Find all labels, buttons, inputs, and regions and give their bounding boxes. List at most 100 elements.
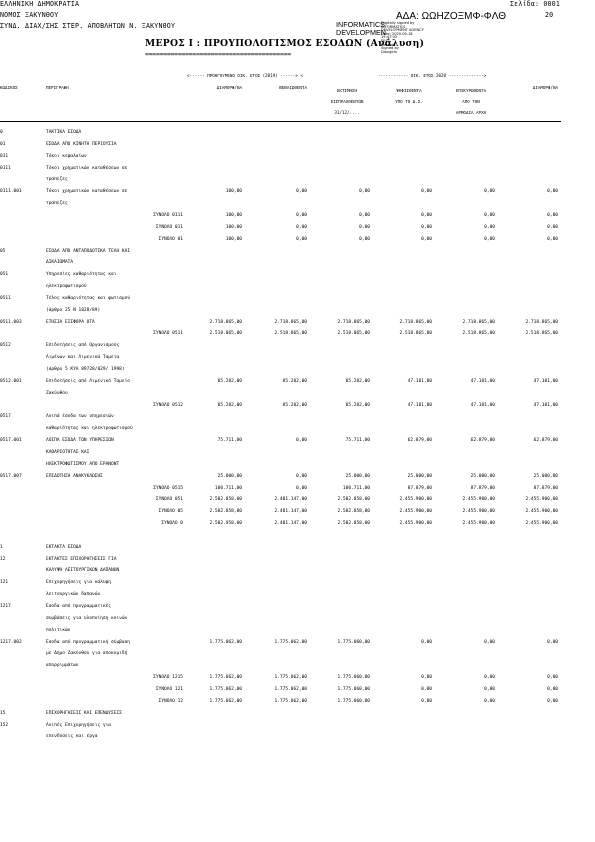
amount-cell: 0,00 — [421, 212, 432, 218]
amount-cell: 85.282,00 — [282, 402, 307, 408]
amount-cell: 47.181,00 — [407, 378, 432, 384]
amount-cell: 2.518.865,00 — [525, 331, 558, 337]
account-code: 01 — [0, 141, 6, 147]
amount-cell: 2.455.900,00 — [462, 521, 495, 527]
amount-cell: 100,00 — [225, 236, 242, 242]
total-label: ΣΥΝΟΛΟ 0 — [161, 521, 183, 527]
amount-cell: 2.718.865,00 — [462, 319, 495, 325]
account-description: συμβάσεις για υλοποίηση κοινών — [46, 615, 128, 621]
account-code: 121 — [0, 580, 9, 586]
stamp-line: INFORMATICS — [381, 24, 406, 29]
column-header-line: ΑΡΜΟΔΙΑ ΑΡΧΗ — [455, 110, 487, 115]
account-code: 0512.001 — [0, 378, 22, 384]
account-code: 0517.007 — [0, 473, 22, 479]
amount-cell: 0,00 — [484, 698, 495, 704]
amount-cell: 85.282,00 — [217, 378, 242, 384]
amount-cell: 0,00 — [547, 686, 558, 692]
amount-cell: 2.455.900,00 — [462, 497, 495, 503]
table-row: επενδύσεις και έργα — [0, 734, 595, 744]
amount-cell: 25.000,00 — [533, 473, 558, 479]
amount-cell: 0,00 — [296, 212, 307, 218]
amount-cell: 0,00 — [296, 473, 307, 479]
column-group-current-year: ------------ ΟΙΚ. ΕΤΟΣ 2020 ------------… — [378, 73, 487, 78]
amount-cell: 2.502.858,00 — [337, 497, 370, 503]
amount-cell: 85.282,00 — [282, 378, 307, 384]
table-row: 01 ΕΣΟΔΑ ΑΠΟ ΚΙΝΗΤΗ ΠΕΡΙΟΥΣΙΑ — [0, 142, 595, 152]
account-description: (άρθρο 25 Ν 1828/89) — [46, 307, 101, 313]
amount-cell: 2.718.865,00 — [209, 319, 242, 325]
amount-cell: 2.455.900,00 — [525, 509, 558, 515]
stamp-line: Diavgeia — [381, 49, 397, 54]
account-description: ΚΑΛΥΨΗ ΛΕΙΤΟΥΡΓΙΚΩΝ ΔΑΠΑΝΩΝ — [46, 568, 120, 574]
total-row: ΣΥΝΟΛΟ 0111 100,00 0,00 0,00 0,00 0,00 0,00 — [0, 213, 595, 223]
amount-cell: 25.000,00 — [217, 473, 242, 479]
account-description: ηλεκτροφωτισμού — [46, 284, 87, 290]
table-row: τράπεζες — [0, 177, 595, 187]
account-code: 05 — [0, 248, 6, 254]
amount-cell: 0,00 — [421, 675, 432, 681]
total-row: ΣΥΝΟΛΟ 0515 100.711,00 0,00 100.711,00 87.87… — [0, 486, 595, 496]
amount-cell: 1.775.062,00 — [274, 675, 307, 681]
amount-cell: 2.518.865,00 — [274, 331, 307, 337]
amount-cell: 100.711,00 — [214, 485, 242, 491]
account-description: καθαριότητας και ηλεκτροφωτισμού — [46, 426, 133, 432]
amount-cell: 1.775.062,00 — [209, 698, 242, 704]
stamp-line: 19:47:05 — [381, 35, 398, 40]
header-line-2: ΝΟΜΟΣ ΞΑΚΥΝΘΟΥ — [0, 11, 59, 19]
amount-cell: 75.711,00 — [345, 438, 370, 444]
amount-cell: 1.775.062,00 — [274, 639, 307, 645]
account-description: ΗΛΕΚΤΡΟΦΩΤΙΣΜΟΥ ΑΠΟ ΕΡΑΝΟΝΤ — [46, 461, 120, 467]
column-header-line: ΑΠΟ ΤΗΝ — [462, 99, 480, 104]
account-code: 0517 — [0, 414, 11, 420]
table-row: 0512 Επιδοτήσεις από Οργανισμούς — [0, 343, 595, 353]
table-row: ηλεκτροφωτισμού — [0, 284, 595, 294]
account-description: ΚΑΘΑΡΙΟΤΗΤΑΣ ΚΑΙ — [46, 449, 90, 455]
amount-cell: 0,00 — [296, 438, 307, 444]
account-code: 0111 — [0, 165, 11, 171]
amount-cell: 0,00 — [484, 675, 495, 681]
amount-cell: 0,00 — [547, 698, 558, 704]
table-row: ΔΙΚΑΙΩΜΑΤΑ — [0, 260, 595, 270]
column-header-description: ΠΕΡΙΓΡΑΦΗ — [46, 85, 69, 90]
amount-cell: 0,00 — [296, 236, 307, 242]
amount-cell: 2.718.865,00 — [337, 319, 370, 325]
account-description: ΕΠΙΔΟΤΗΣΗ ΑΝΑΚΥΚΛΩΣΗΣ — [46, 473, 103, 479]
amount-cell: 2.718.865,00 — [525, 319, 558, 325]
column-header-c3: ΕΚΤΙΜΗΣΗ ΕΙΣΠΡΑΧΘΕΝΤΩΝ 31/12/.... — [318, 85, 376, 118]
column-header-c4: ΨΗΦΙΣΘΕΝΤΑ ΥΠΟ ΤΟ Δ.Σ. — [383, 85, 435, 107]
amount-cell: 2.455.900,00 — [525, 521, 558, 527]
amount-cell: 2.518.865,00 — [399, 331, 432, 337]
column-header-code: ΚΩΔΙΚΟΣ — [0, 85, 18, 90]
account-code: 1217.002 — [0, 639, 22, 645]
amount-cell: 100,00 — [225, 212, 242, 218]
column-header-c6: ΔΙΑΜΟΡΦ/ΝΑ — [506, 85, 558, 90]
table-row: 121 Επιχορηγήσεις για κάλυψη — [0, 580, 595, 590]
amount-cell: 2.455.900,00 — [399, 509, 432, 515]
table-row: Λιμένων και Λιμενικά Ταμεία — [0, 355, 595, 365]
table-row: 12 ΕΚΤΑΚΤΕΣ ΕΠΙΧΟΡΗΓΗΣΕΙΣ ΓΙΑ — [0, 557, 595, 567]
header-divider — [0, 121, 561, 122]
amount-cell: 47.181,00 — [407, 402, 432, 408]
table-row: 1 ΕΚΤΑΚΤΑ ΕΣΟΔΑ — [0, 545, 595, 555]
account-description: επενδύσεις και έργα — [46, 734, 98, 740]
stamp-line: Signed by — [381, 46, 399, 51]
amount-cell: 1.775.062,00 — [209, 675, 242, 681]
account-code: 1 — [0, 544, 3, 550]
column-header-line: ΨΗΦΙΣΘΕΝΤΑ — [396, 88, 422, 93]
table-row: 051 Υπηρεσίες καθαριότητας και — [0, 272, 595, 282]
table-row: 15 ΕΠΙΧΟΡΗΓΗΣΕΙΣ ΚΑΙ ΕΠΕΝΔΥΣΕΙΣ — [0, 711, 595, 721]
table-row: 011 Τόκοι κεφαλαίων — [0, 154, 595, 164]
total-row: ΣΥΝΟΛΟ 0511 2.518.865,00 2.518.865,00 2.518… — [0, 331, 595, 341]
total-row: ΣΥΝΟΛΟ 05 2.502.858,00 2.401.147,00 2.502.8… — [0, 509, 595, 519]
amount-cell: 1.775.060,00 — [337, 698, 370, 704]
amount-cell: 47.181,00 — [470, 402, 495, 408]
header-line-1: ΕΛΛΗΝΙΚΗ ΔΗΜΟΚΡΑΤΙΑ — [0, 0, 80, 8]
total-label: ΣΥΝΟΛΟ 011 — [155, 224, 183, 230]
amount-cell: 1.775.062,00 — [209, 686, 242, 692]
account-description: απορριμμάτων — [46, 663, 79, 669]
amount-cell: 2.502.858,00 — [209, 509, 242, 515]
amount-cell: 2.518.865,00 — [209, 331, 242, 337]
table-row: Ζακύνθου — [0, 391, 595, 401]
column-header-line: ΕΚΤΙΜΗΣΗ — [336, 88, 358, 93]
stamp-development: DEVELOPMEN — [336, 28, 386, 37]
